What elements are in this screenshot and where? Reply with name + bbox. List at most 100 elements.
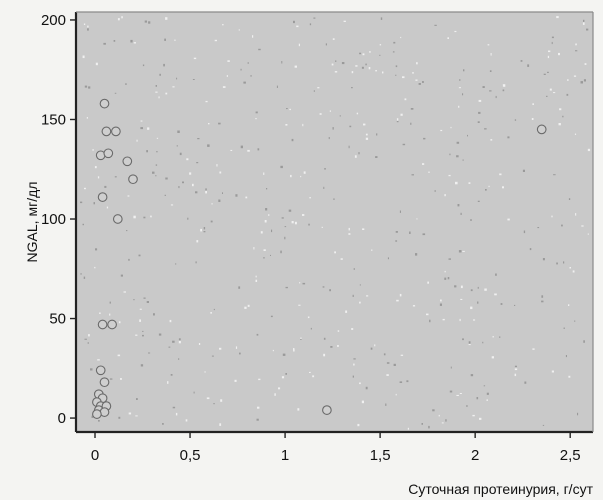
texture-speck — [568, 304, 570, 306]
texture-speck — [213, 403, 215, 405]
texture-speck — [84, 338, 87, 340]
texture-speck — [470, 289, 473, 292]
texture-speck — [213, 308, 215, 311]
texture-speck — [138, 254, 141, 257]
texture-speck — [462, 338, 464, 341]
texture-speck — [587, 233, 589, 235]
data-point — [111, 126, 121, 137]
texture-speck — [294, 65, 297, 68]
texture-speck — [250, 75, 252, 77]
texture-speck — [448, 174, 451, 177]
data-point — [92, 409, 102, 419]
texture-speck — [449, 153, 451, 156]
texture-speck — [488, 185, 490, 188]
texture-speck — [222, 86, 226, 88]
texture-speck — [329, 110, 331, 112]
texture-speck — [303, 171, 306, 174]
texture-speck — [312, 375, 315, 378]
texture-speck — [568, 198, 571, 200]
texture-speck — [553, 174, 556, 176]
data-point — [536, 124, 547, 135]
texture-speck — [559, 108, 562, 111]
texture-speck — [293, 20, 295, 24]
texture-speck — [551, 370, 554, 373]
texture-speck — [182, 181, 184, 184]
texture-speck — [369, 51, 371, 53]
texture-speck — [458, 250, 462, 253]
texture-speck — [410, 122, 412, 125]
texture-speck — [284, 226, 287, 228]
texture-speck — [80, 273, 82, 275]
texture-speck — [358, 152, 360, 155]
texture-speck — [354, 155, 357, 158]
texture-speck — [288, 209, 292, 212]
texture-speck — [359, 52, 362, 55]
texture-speck — [139, 308, 142, 310]
texture-speck — [203, 231, 206, 233]
texture-speck — [392, 51, 395, 53]
texture-speck — [502, 84, 506, 87]
texture-speck — [172, 86, 175, 88]
texture-speck — [219, 347, 222, 350]
texture-speck — [345, 310, 348, 313]
texture-speck — [423, 137, 426, 140]
texture-speck — [235, 194, 238, 197]
texture-speck — [80, 201, 83, 204]
texture-speck — [410, 108, 414, 110]
texture-speck — [379, 44, 382, 46]
texture-speck — [211, 355, 214, 357]
texture-speck — [238, 29, 240, 31]
texture-speck — [243, 81, 246, 84]
texture-speck — [514, 365, 517, 368]
texture-speck — [442, 318, 445, 321]
x-tick-label: 1 — [281, 447, 289, 464]
texture-speck — [285, 286, 288, 289]
texture-speck — [412, 72, 414, 74]
texture-speck — [147, 127, 150, 130]
texture-speck — [477, 286, 479, 289]
texture-speck — [133, 215, 136, 219]
texture-speck — [109, 313, 111, 316]
texture-speck — [459, 318, 461, 322]
texture-speck — [82, 223, 84, 226]
texture-speck — [220, 399, 223, 402]
texture-speck — [396, 299, 399, 302]
texture-speck — [92, 149, 94, 151]
texture-speck — [83, 23, 86, 25]
texture-speck — [127, 195, 130, 197]
texture-speck — [88, 86, 91, 89]
texture-speck — [332, 127, 334, 130]
texture-speck — [164, 194, 166, 196]
texture-speck — [113, 40, 116, 42]
texture-speck — [399, 381, 403, 383]
texture-speck — [155, 164, 158, 166]
texture-speck — [280, 165, 283, 169]
texture-speck — [135, 334, 138, 336]
texture-speck — [230, 149, 233, 151]
texture-speck — [529, 248, 532, 251]
texture-speck — [265, 208, 268, 211]
texture-speck — [195, 191, 198, 194]
texture-speck — [281, 217, 284, 219]
texture-speck — [357, 423, 360, 427]
texture-speck — [162, 423, 164, 425]
texture-speck — [158, 333, 162, 336]
texture-speck — [168, 346, 171, 348]
texture-speck — [478, 99, 482, 102]
texture-speck — [478, 111, 481, 114]
texture-speck — [178, 186, 180, 189]
texture-speck — [374, 344, 376, 347]
texture-speck — [291, 221, 294, 224]
texture-speck — [581, 225, 584, 227]
texture-speck — [294, 221, 297, 225]
texture-speck — [541, 295, 544, 298]
texture-speck — [82, 55, 85, 59]
texture-speck — [330, 346, 333, 348]
texture-speck — [226, 75, 228, 77]
texture-speck — [91, 415, 94, 418]
texture-speck — [196, 162, 199, 164]
texture-speck — [334, 251, 336, 254]
texture-speck — [276, 85, 278, 88]
texture-speck — [583, 19, 585, 22]
